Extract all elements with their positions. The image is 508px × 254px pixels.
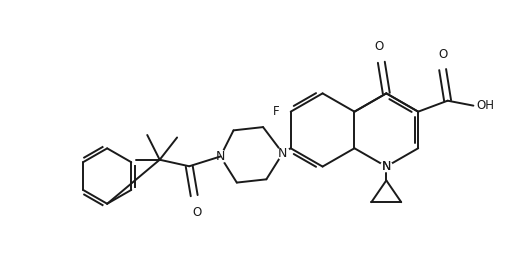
- Text: OH: OH: [477, 99, 494, 112]
- Text: O: O: [375, 40, 384, 53]
- Text: O: O: [438, 48, 447, 61]
- Text: F: F: [273, 105, 280, 118]
- Text: N: N: [278, 147, 288, 160]
- Text: O: O: [193, 205, 202, 218]
- Text: N: N: [216, 150, 225, 163]
- Text: N: N: [382, 160, 391, 173]
- Text: N: N: [382, 160, 391, 173]
